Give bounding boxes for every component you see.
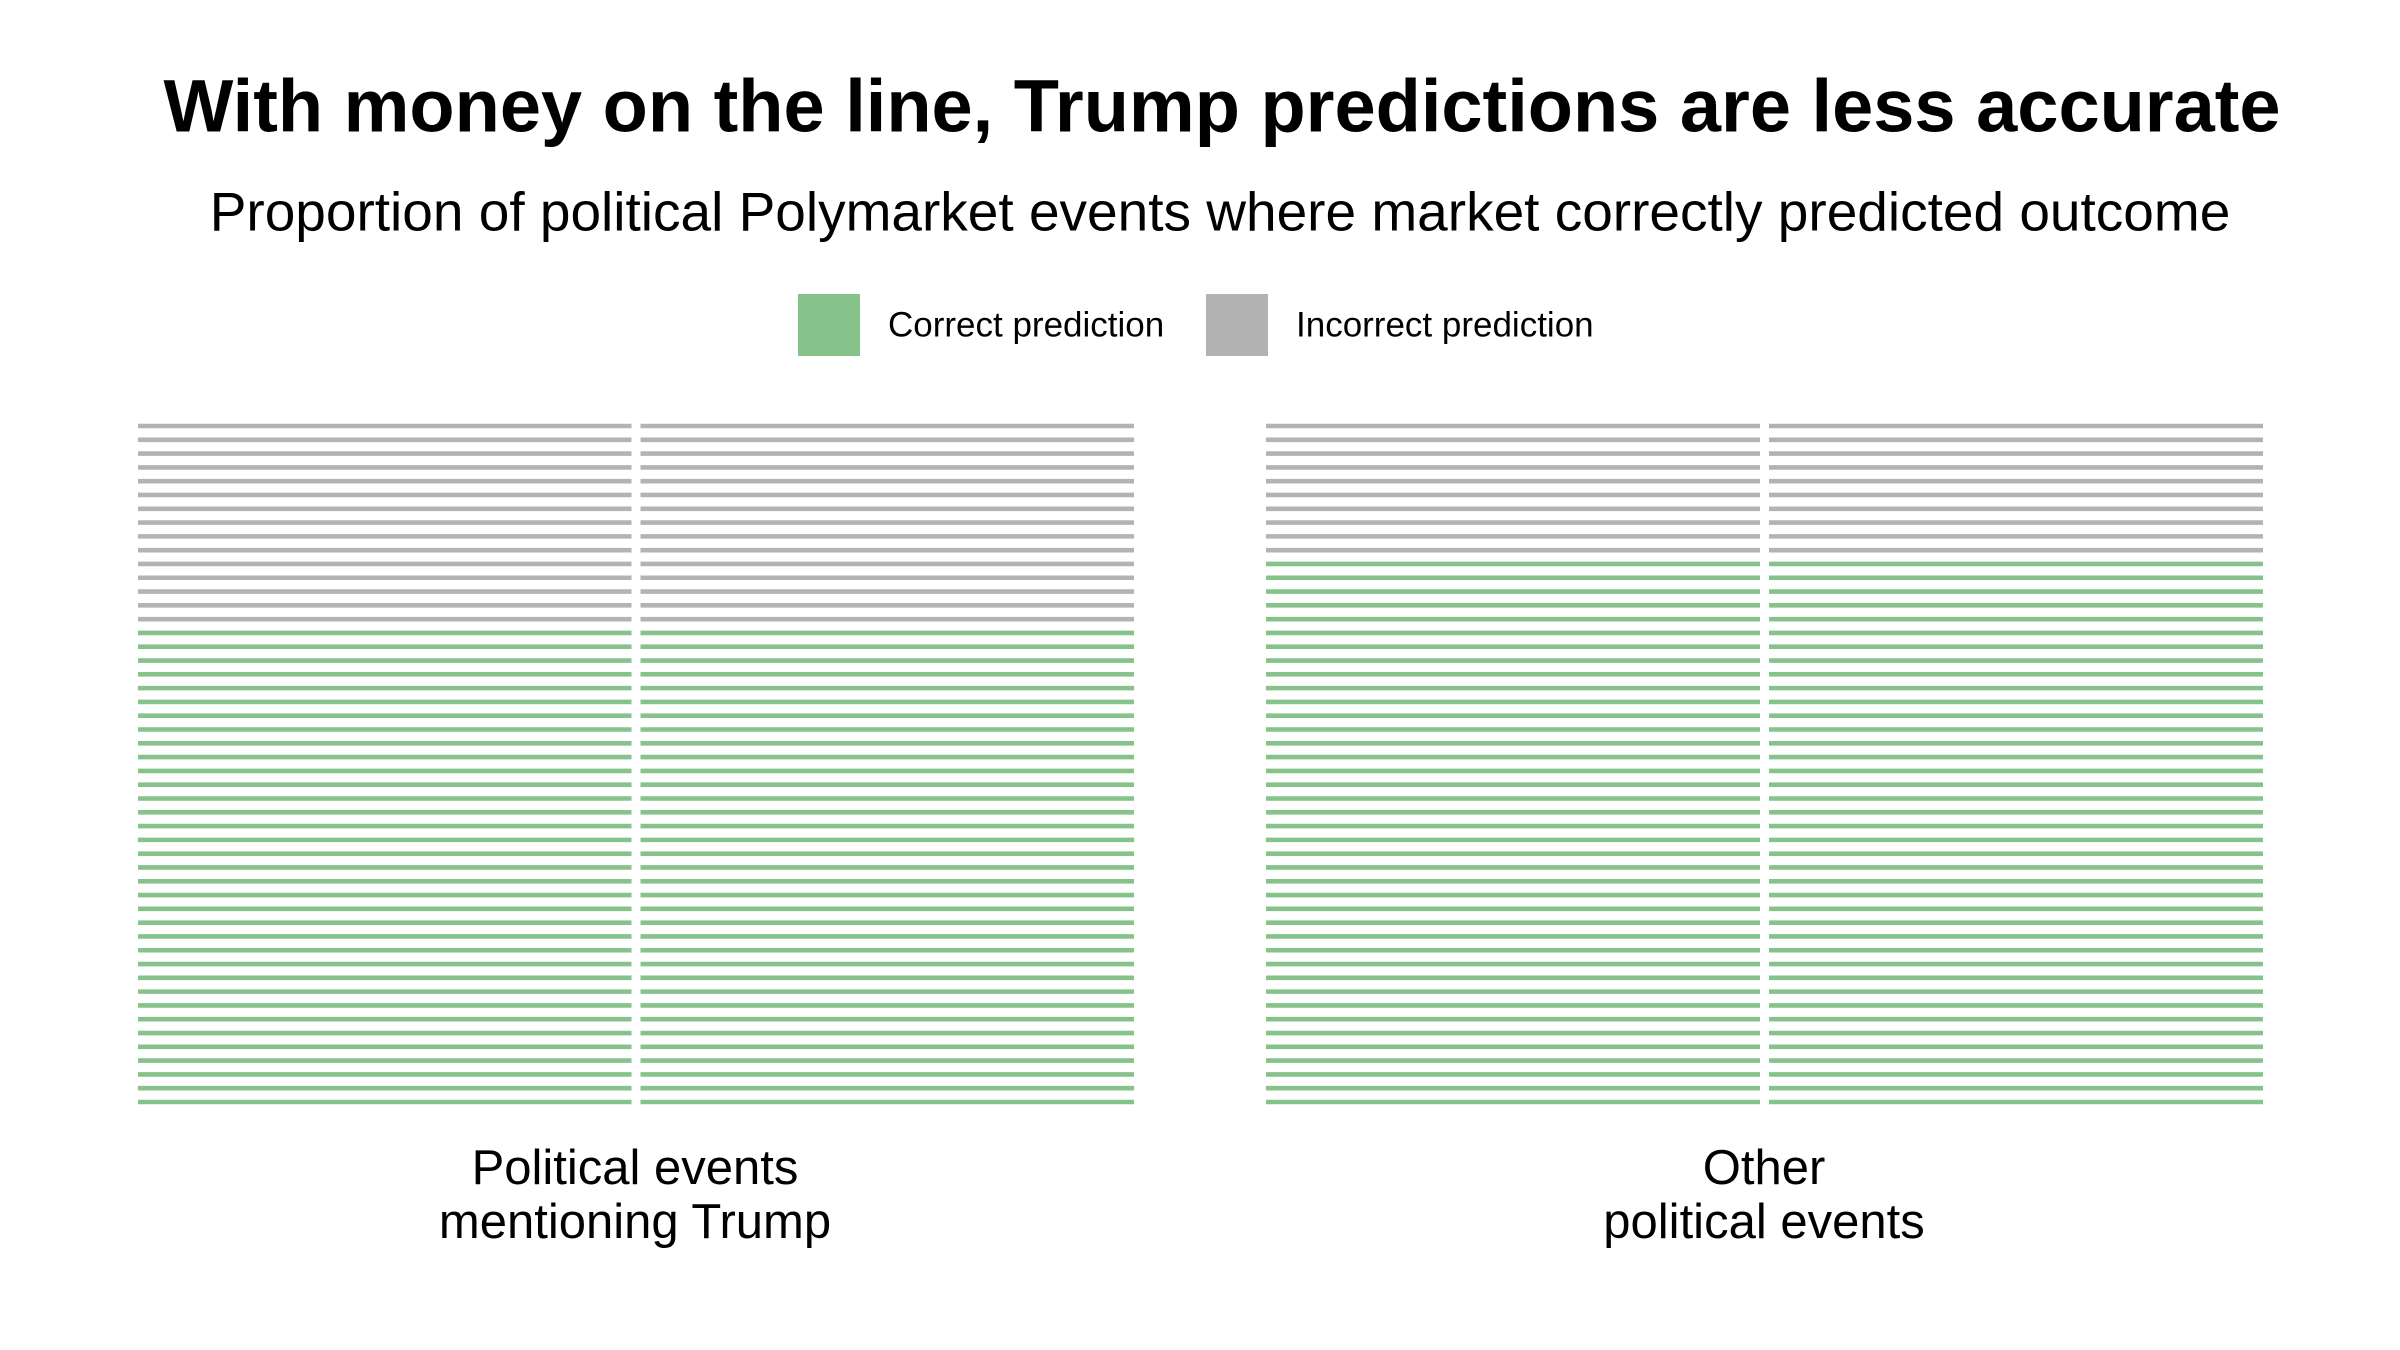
category-label: Other political events [1603, 1141, 1924, 1249]
category-label-line: Political events [472, 1141, 799, 1195]
legend-swatch [1206, 294, 1268, 356]
legend-swatch [798, 294, 860, 356]
category-label: Political events mentioning Trump [439, 1141, 831, 1249]
chart-subtitle: Proportion of political Polymarket event… [210, 181, 2231, 243]
chart-title: With money on the line, Trump prediction… [163, 65, 2280, 148]
legend-label: Incorrect prediction [1296, 305, 1594, 344]
category-label-line: mentioning Trump [439, 1195, 831, 1249]
legend-label: Correct prediction [888, 305, 1164, 344]
category-label-line: Other [1703, 1141, 1826, 1195]
category-label-line: political events [1603, 1195, 1924, 1249]
